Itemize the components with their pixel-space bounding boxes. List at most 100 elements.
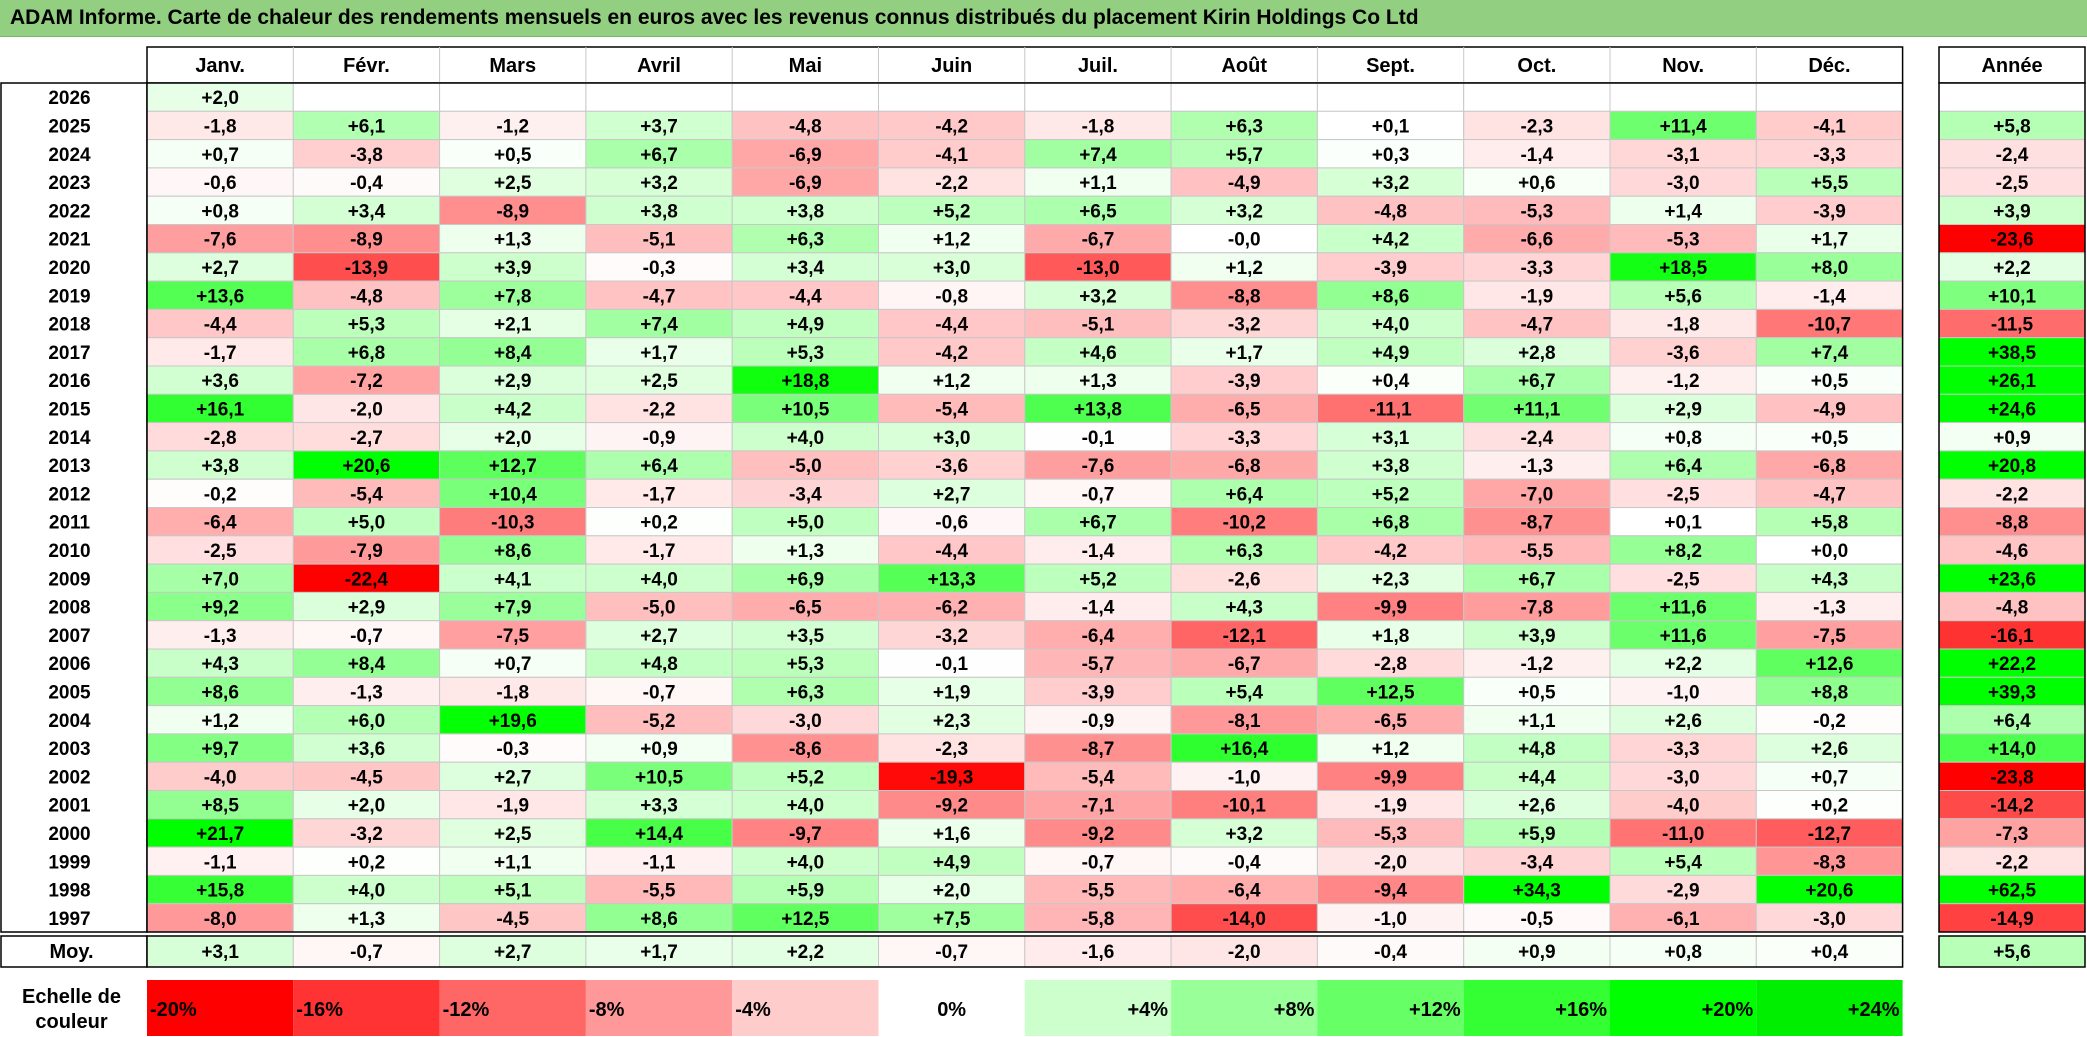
heatmap-cell xyxy=(292,82,441,112)
average-value: +0,9 xyxy=(1518,942,1556,963)
heatmap-cell xyxy=(1316,224,1465,254)
cell-value: -5,0 xyxy=(789,456,822,477)
color-scale-step-label: +16% xyxy=(1555,999,1607,1021)
heatmap-cell xyxy=(878,818,1026,848)
cell-value: -5,3 xyxy=(1520,201,1553,222)
cell-value: -3,2 xyxy=(350,824,383,845)
cell-value: -2,4 xyxy=(1520,428,1553,449)
color-scale-label-line1: Echelle de xyxy=(22,986,121,1008)
cell-value: +5,2 xyxy=(1079,569,1117,590)
cell-value: -3,6 xyxy=(935,456,968,477)
cell-value: +0,5 xyxy=(1811,428,1849,449)
cell-value: -4,7 xyxy=(1520,315,1553,336)
cell-value: +5,9 xyxy=(1518,824,1556,845)
cell-value: +4,3 xyxy=(201,654,239,675)
cell-value: +4,0 xyxy=(787,796,825,817)
heatmap-cell xyxy=(1755,648,1904,678)
cell-value: -1,3 xyxy=(1520,456,1553,477)
heatmap-cell xyxy=(439,761,587,792)
heatmap-cell xyxy=(1463,195,1611,225)
cell-value: -0,4 xyxy=(1228,852,1261,873)
heatmap-cell xyxy=(1316,648,1465,678)
heatmap-cell xyxy=(1170,903,1318,933)
annual-value: +38,5 xyxy=(1988,343,2037,364)
heatmap-cell xyxy=(1463,110,1611,141)
color-scale-swatch xyxy=(439,980,586,1036)
heatmap-cell xyxy=(731,110,880,141)
cell-value: +2,0 xyxy=(933,881,971,902)
cell-value: +8,5 xyxy=(201,796,239,817)
heatmap-cell xyxy=(1609,733,1757,763)
heatmap-cell xyxy=(585,846,733,876)
cell-value: +3,1 xyxy=(1372,428,1410,449)
cell-value: +21,7 xyxy=(196,824,244,845)
heatmap-cell xyxy=(1463,903,1611,933)
cell-value: +6,9 xyxy=(787,569,825,590)
annual-value: -2,2 xyxy=(1996,484,2029,505)
heatmap-cell xyxy=(1609,393,1757,424)
heatmap-cell xyxy=(585,903,733,933)
heatmap-cell xyxy=(1170,422,1318,452)
annual-value: -16,1 xyxy=(1990,626,2034,647)
cell-value: -0,1 xyxy=(1082,428,1115,449)
heatmap-cell xyxy=(1463,535,1611,565)
average-annual-value: +5,6 xyxy=(1993,942,2031,963)
heatmap-cell xyxy=(1463,139,1611,169)
cell-value: -0,4 xyxy=(350,173,383,194)
cell-value: +3,4 xyxy=(348,201,386,222)
cell-value: -1,7 xyxy=(643,541,676,562)
cell-value: +8,6 xyxy=(640,909,678,930)
heatmap-cell xyxy=(146,139,294,169)
cell-value: +4,3 xyxy=(1225,598,1263,619)
heatmap-cell xyxy=(878,224,1026,254)
heatmap-cell xyxy=(292,903,441,933)
color-scale-step-label: -12% xyxy=(443,999,490,1021)
column-header: Nov. xyxy=(1662,55,1704,77)
cell-value: -1,9 xyxy=(496,796,529,817)
heatmap-cell xyxy=(146,620,294,650)
row-year-label: 2020 xyxy=(48,258,90,279)
heatmap-cell xyxy=(1170,705,1318,735)
cell-value: +3,8 xyxy=(201,456,239,477)
cell-value: -2,3 xyxy=(1520,116,1553,137)
cell-value: -1,8 xyxy=(496,682,529,703)
cell-value: -1,4 xyxy=(1520,145,1553,166)
color-scale-swatch xyxy=(1756,980,1903,1036)
heatmap-cell xyxy=(292,308,441,339)
cell-value: -4,1 xyxy=(935,145,968,166)
cell-value: +0,0 xyxy=(1811,541,1849,562)
cell-value: +8,6 xyxy=(1372,286,1410,307)
heatmap-cell xyxy=(1463,591,1611,622)
cell-value: -7,1 xyxy=(1082,796,1115,817)
heatmap-cell xyxy=(878,110,1026,141)
heatmap-cell xyxy=(292,818,441,848)
color-scale-swatch xyxy=(1463,980,1610,1036)
column-header: Déc. xyxy=(1808,55,1850,77)
cell-value: +13,6 xyxy=(196,286,244,307)
cell-value: +6,8 xyxy=(1372,513,1410,534)
heatmap-cell xyxy=(1463,478,1611,509)
cell-value: -6,5 xyxy=(1228,399,1261,420)
annual-cell xyxy=(1938,903,2086,933)
heatmap-cell xyxy=(1755,195,1904,225)
heatmap-cell xyxy=(1316,139,1465,169)
cell-value: +2,6 xyxy=(1811,739,1849,760)
annual-cell xyxy=(1938,252,2086,282)
cell-value: +0,6 xyxy=(1518,173,1556,194)
cell-value: -6,4 xyxy=(1228,881,1261,902)
heatmap-cell xyxy=(1755,676,1904,707)
average-cell xyxy=(1755,935,1904,968)
color-scale-step-label: -8% xyxy=(589,999,625,1021)
heatmap-cell xyxy=(731,393,880,424)
cell-value: +5,2 xyxy=(1372,484,1410,505)
row-year-label: 2016 xyxy=(48,371,90,392)
cell-value: -2,7 xyxy=(350,428,383,449)
cell-value: -6,8 xyxy=(1228,456,1261,477)
heatmap-cell xyxy=(1609,422,1757,452)
cell-value: +13,3 xyxy=(928,569,976,590)
heatmap-cell xyxy=(1463,507,1611,537)
cell-value: -0,7 xyxy=(1082,484,1115,505)
cell-value: -3,3 xyxy=(1667,739,1700,760)
column-header: Mars xyxy=(489,55,536,77)
heatmap-cell xyxy=(585,337,733,367)
